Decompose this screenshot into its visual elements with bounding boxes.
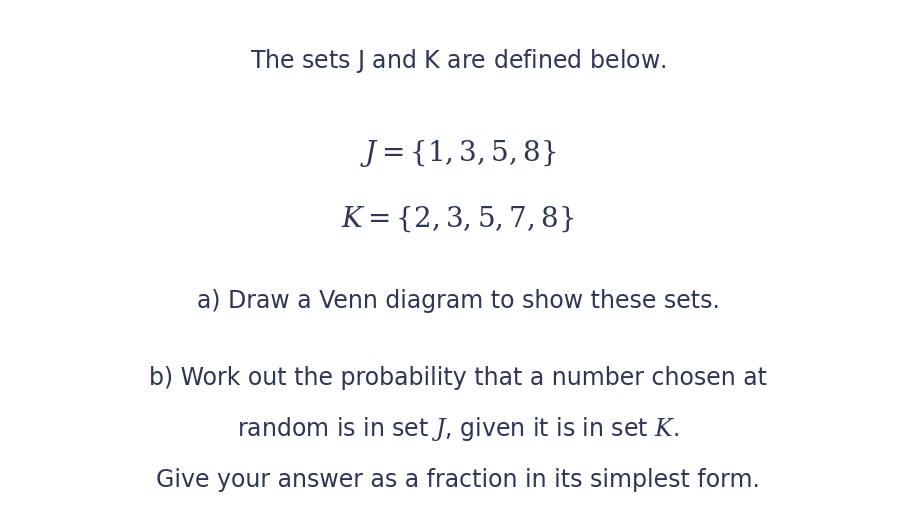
Text: $J = \{1, 3, 5, 8\}$: $J = \{1, 3, 5, 8\}$ xyxy=(360,138,556,169)
Text: Give your answer as a fraction in its simplest form.: Give your answer as a fraction in its si… xyxy=(156,469,760,492)
Text: a) Draw a Venn diagram to show these sets.: a) Draw a Venn diagram to show these set… xyxy=(197,290,719,313)
Text: The sets $\mathsf{J}$ and $\mathsf{K}$ are defined below.: The sets $\mathsf{J}$ and $\mathsf{K}$ a… xyxy=(250,48,666,75)
Text: $K = \{2, 3, 5, 7, 8\}$: $K = \{2, 3, 5, 7, 8\}$ xyxy=(342,205,574,235)
Text: b) Work out the probability that a number chosen at: b) Work out the probability that a numbe… xyxy=(149,366,767,390)
Text: random is in set $J$, given it is in set $K$.: random is in set $J$, given it is in set… xyxy=(237,415,679,443)
